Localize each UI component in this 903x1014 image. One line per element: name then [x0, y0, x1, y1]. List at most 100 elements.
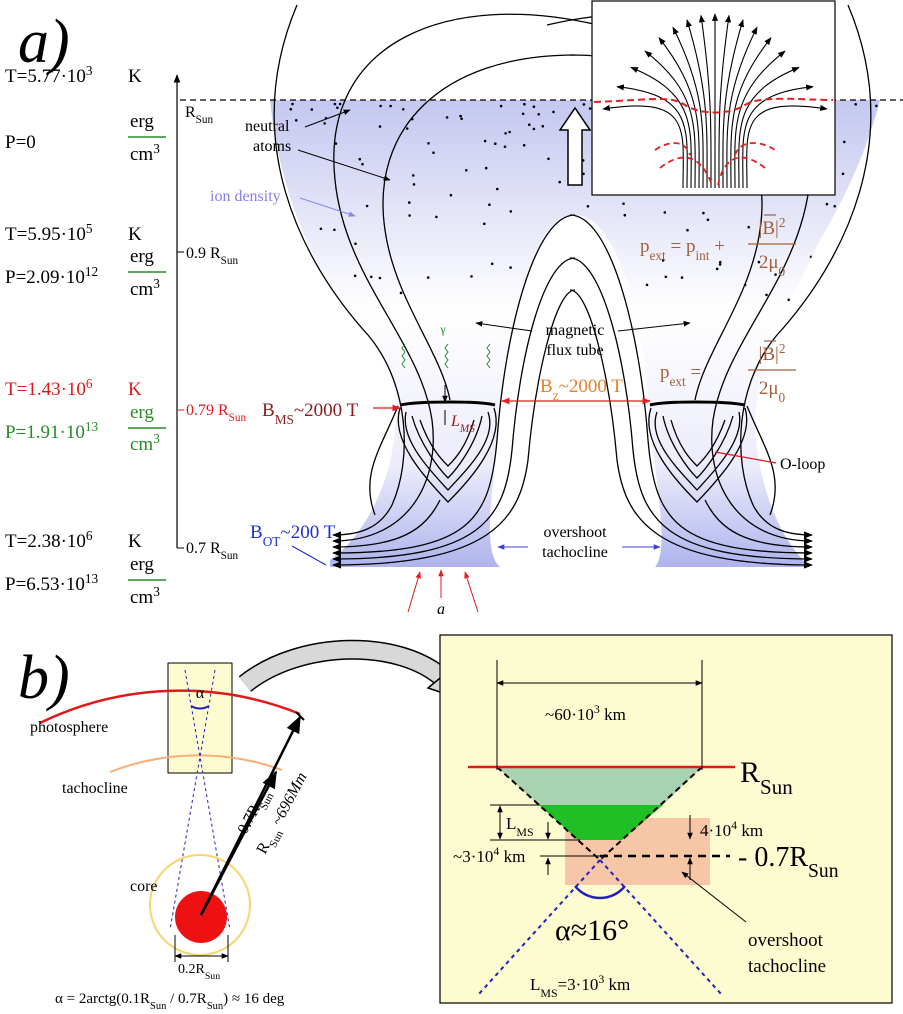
shape-circle — [427, 276, 430, 279]
shape-circle — [829, 237, 832, 240]
shape-circle — [552, 111, 555, 114]
shape-circle — [852, 233, 855, 236]
shape-circle — [819, 243, 822, 246]
shape-circle — [361, 163, 364, 166]
panel-label: b) — [18, 644, 70, 712]
core-diameter-label: 0.2RSun — [178, 962, 220, 982]
shape-circle — [432, 151, 435, 154]
tachocline-label: tachocline — [62, 780, 128, 797]
text-part: km — [604, 975, 630, 994]
text-part: B — [262, 400, 275, 421]
text-part: P=6.53·10 — [5, 574, 85, 595]
temperature: T=5.95·105 — [5, 221, 93, 246]
text-part: 2μ — [759, 378, 779, 399]
text-part: MS — [540, 986, 557, 1000]
text-part: =3·10 — [558, 975, 599, 994]
shape-circle — [465, 169, 468, 172]
tachocline-label: tachocline — [542, 544, 608, 561]
tachocline-label: tachocline — [748, 956, 826, 977]
shape-line — [292, 546, 326, 565]
alpha-label: α≈16° — [555, 914, 629, 947]
text-part: 3 — [153, 584, 160, 599]
unit: erg — [130, 554, 154, 575]
text-part: 3 — [153, 141, 160, 156]
text-part: Sun — [229, 412, 247, 424]
text-part: km — [600, 705, 626, 724]
shape-circle — [622, 202, 625, 205]
shape-circle — [583, 103, 586, 106]
width-label: ~60·103 km — [545, 702, 626, 724]
text-part: ~2000 T — [559, 376, 624, 397]
text-part: MS — [275, 412, 294, 427]
unit: K — [128, 379, 142, 400]
shape-circle — [354, 242, 357, 245]
text-part: R — [740, 756, 760, 789]
text-part: L — [450, 413, 460, 430]
text-part: OT — [263, 534, 281, 549]
text-part: L — [530, 975, 540, 994]
unit: erg — [130, 111, 154, 132]
shape-circle — [509, 266, 512, 269]
shape-circle — [522, 113, 525, 116]
radius-label: RSun ~696Mm — [254, 770, 316, 859]
shape-circle — [500, 105, 503, 108]
shape-circle — [483, 223, 486, 226]
shape-line — [465, 572, 478, 612]
text-part: Sun — [207, 1001, 224, 1012]
text-part: P=0 — [5, 132, 36, 153]
text-part: 6 — [86, 528, 93, 543]
text-part: 0.79 R — [186, 402, 229, 419]
text-part: ) ≈ 16 deg — [223, 991, 285, 1007]
shape-circle — [664, 211, 667, 214]
shape-circle — [301, 268, 304, 271]
shape-circle — [811, 265, 814, 268]
unit: erg — [130, 402, 154, 423]
shape-circle — [320, 228, 323, 231]
shape-circle — [765, 294, 768, 297]
text-part: Sun — [808, 861, 839, 882]
text-part: cm — [130, 144, 153, 165]
text-part: 4·10 — [700, 821, 731, 840]
text-part: 6 — [86, 376, 93, 391]
text-part: |B| — [759, 344, 779, 365]
text-part: p — [640, 236, 650, 257]
text-part: cm — [130, 587, 153, 608]
shape-circle — [542, 125, 545, 128]
text-part: ~3·10 — [453, 847, 493, 866]
neutral-atoms-label: neutral — [245, 118, 290, 135]
shape-circle — [547, 158, 550, 161]
shape-circle — [427, 142, 430, 145]
shape-text: 2μ0 — [759, 378, 786, 405]
text-part: 2 — [779, 215, 786, 230]
state-column: T=5.77·103 K P=0 erg cm3 T=5.95·105 K P=… — [5, 63, 166, 609]
text-part: - 0.7R — [738, 842, 808, 873]
pressure: P=2.09·1012 — [5, 264, 98, 289]
shape-circle — [624, 214, 627, 217]
shape-circle — [833, 239, 836, 242]
shape-circle — [842, 173, 845, 176]
shape-circle — [504, 145, 507, 148]
text-part: ext — [670, 374, 687, 389]
text-part: MS — [516, 825, 533, 839]
text-part: ext — [650, 248, 667, 263]
shape-circle — [470, 275, 473, 278]
ion-density-label: ion density — [210, 188, 281, 205]
shape-circle — [558, 181, 561, 184]
text-part: ~2000 T — [294, 400, 359, 421]
a-label: a — [437, 601, 445, 618]
text-part: T=2.38·10 — [5, 531, 86, 552]
shape-circle — [435, 216, 438, 219]
radius-label: RSun — [185, 104, 213, 126]
text-part: 2 — [779, 341, 786, 356]
shape-text: |B|2 — [759, 341, 786, 366]
text-part: 0.9 R — [186, 245, 221, 262]
text-part: T=5.77·10 — [5, 66, 86, 87]
shape-circle — [774, 273, 777, 276]
text-part: = — [686, 362, 701, 383]
shape-circle — [295, 119, 298, 122]
text-part: 3 — [153, 276, 160, 291]
shape-circle — [854, 294, 857, 297]
shape-circle — [408, 201, 411, 204]
shape-circle — [334, 103, 337, 106]
shape-circle — [686, 229, 689, 232]
